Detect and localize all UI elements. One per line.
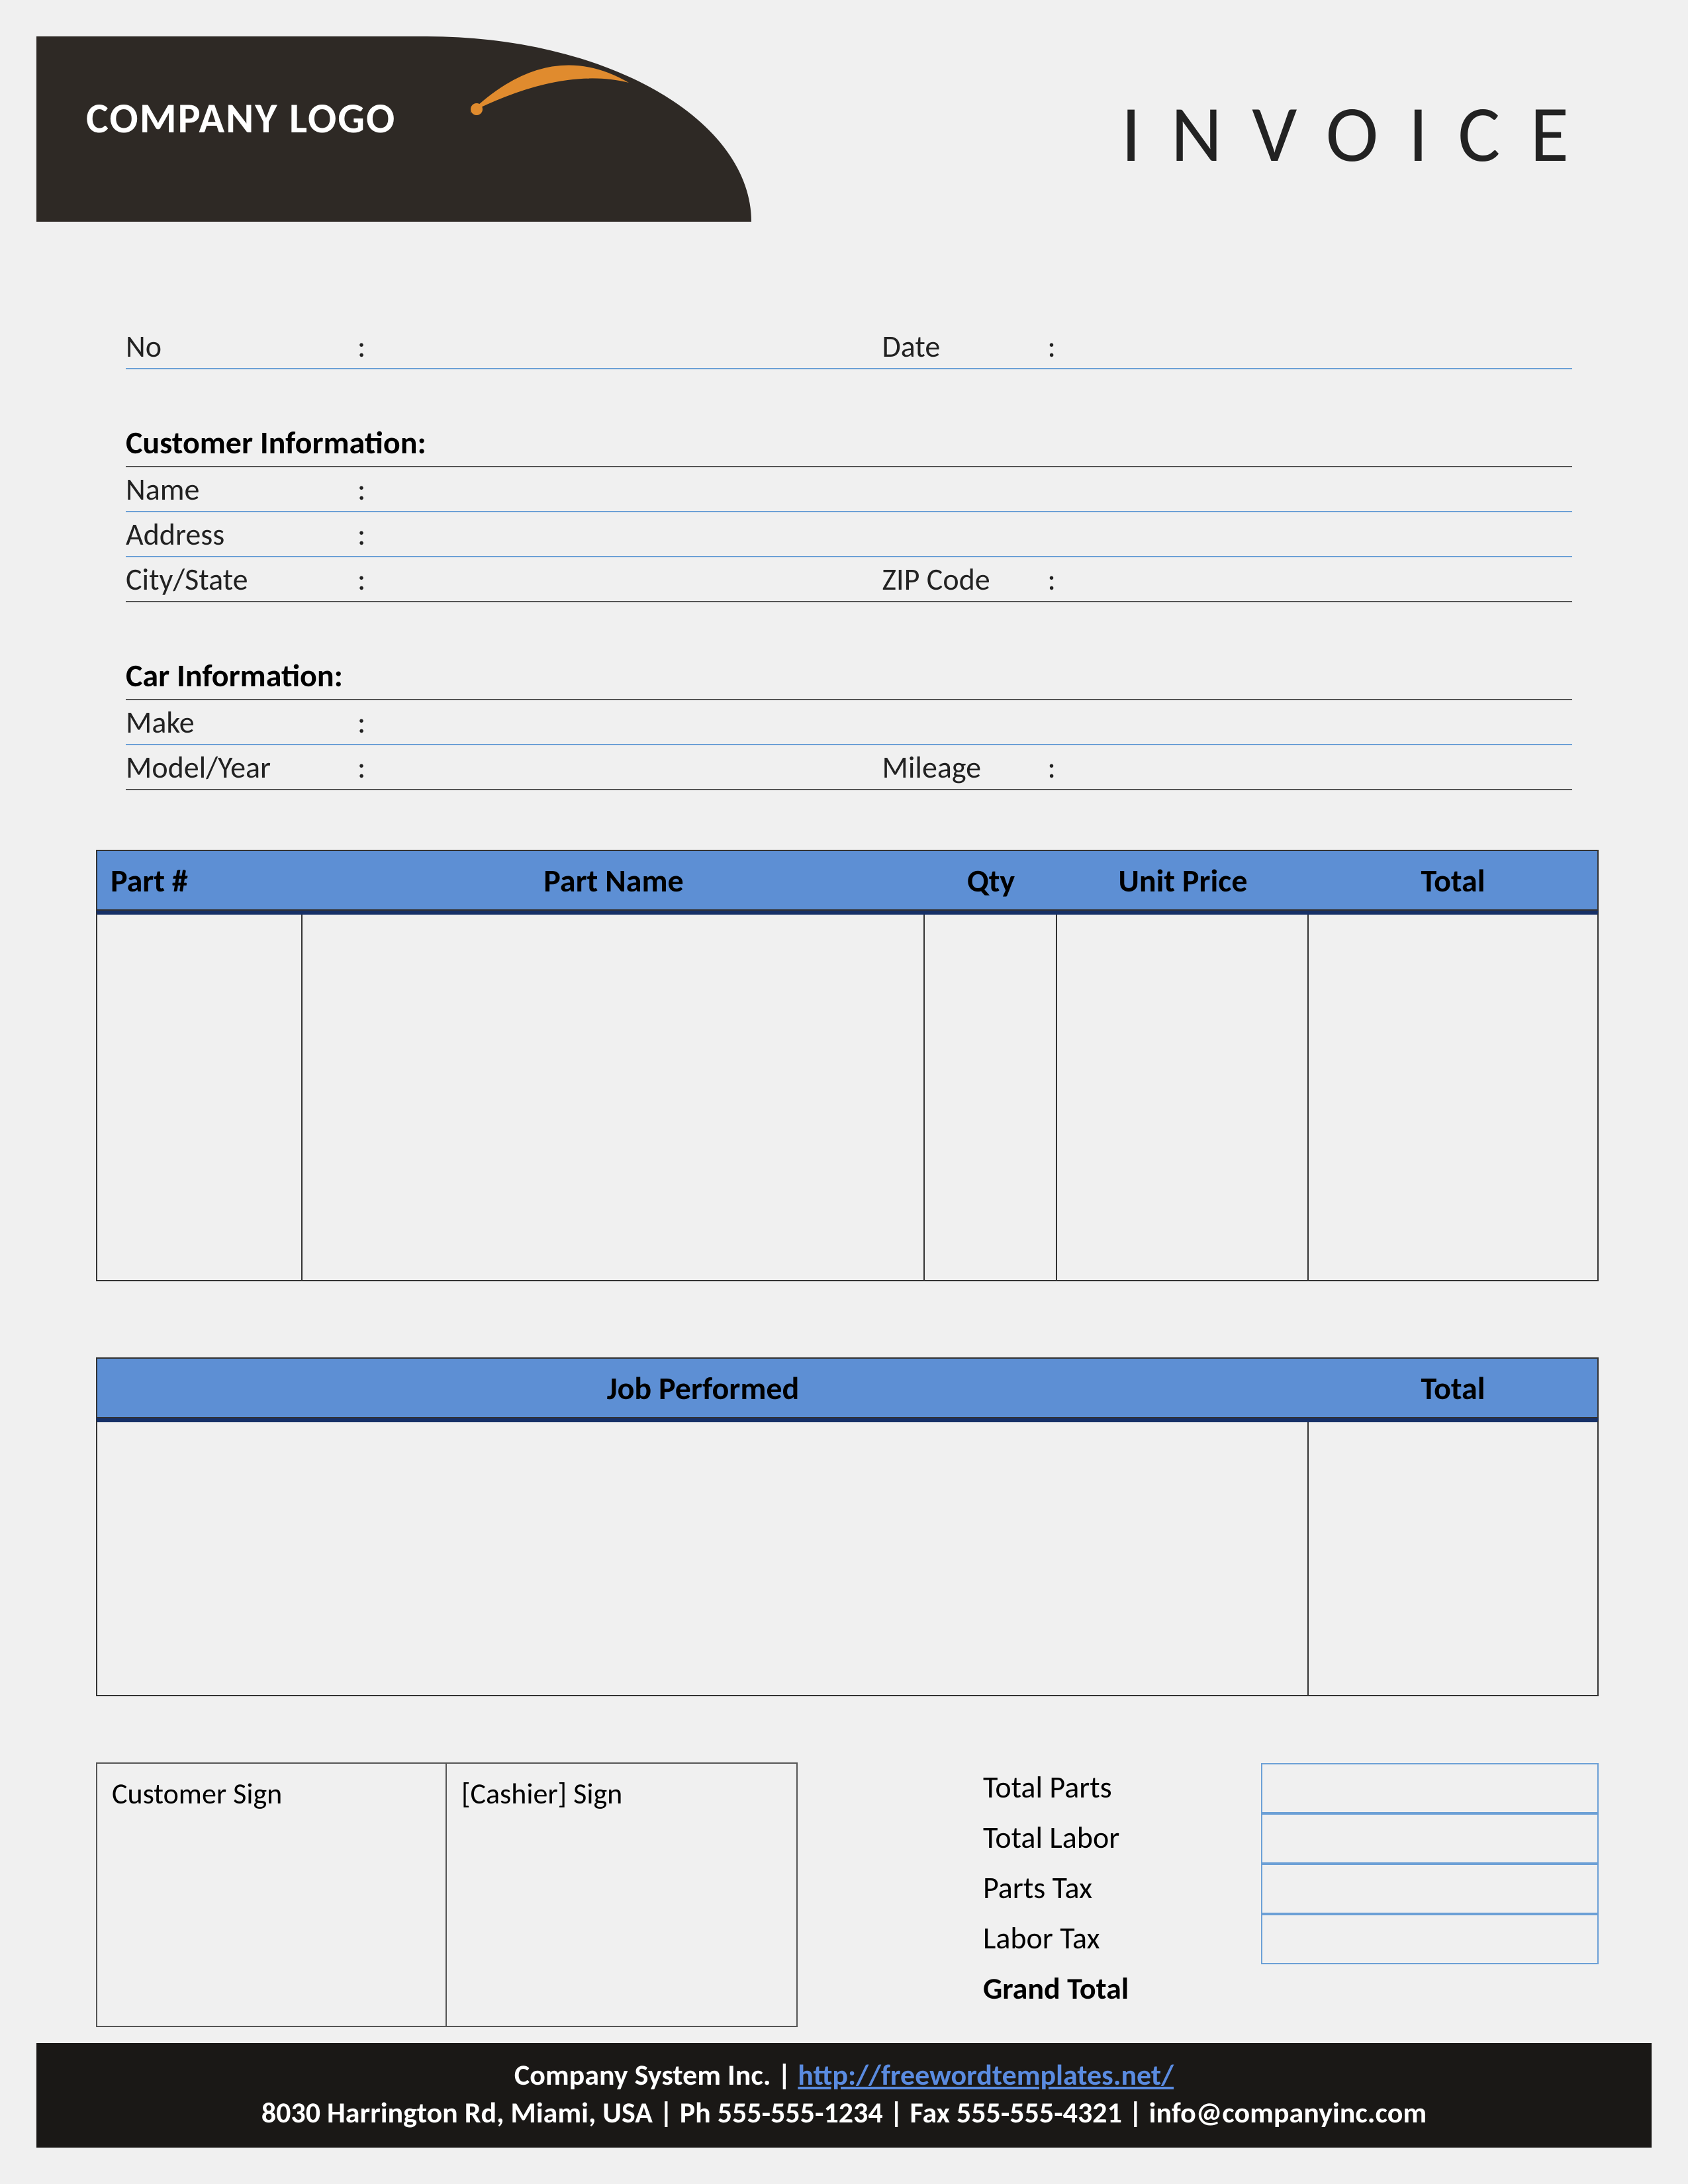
colon: : <box>357 516 384 553</box>
content-area: No : Date : Customer Information: Name :… <box>126 324 1572 2027</box>
grand-total-row: Grand Total <box>930 1964 1599 2014</box>
company-logo-text: COMPANY LOGO <box>86 93 396 144</box>
colon: : <box>357 328 384 365</box>
colon: : <box>357 749 384 786</box>
col-partno: Part # <box>97 861 303 900</box>
colon: : <box>1048 561 1074 598</box>
footer-company: Company System Inc. <box>514 2057 771 2093</box>
address-label: Address <box>126 516 357 553</box>
cashier-sign-box[interactable]: [Cashier] Sign <box>447 1762 798 2027</box>
total-parts-label: Total Parts <box>930 1769 1261 1806</box>
col-unitprice: Unit Price <box>1057 861 1309 900</box>
invoice-page: COMPANY LOGO INVOICE No : Date : Custome… <box>0 0 1688 2184</box>
parts-tax-value[interactable] <box>1261 1864 1599 1914</box>
no-label: No <box>126 328 357 365</box>
job-table: Job Performed Total <box>96 1357 1599 1696</box>
col-total: Total <box>1309 861 1597 900</box>
spacer <box>126 369 1572 422</box>
total-labor-label: Total Labor <box>930 1819 1261 1856</box>
col-partname: Part Name <box>303 861 925 900</box>
col-job-total: Total <box>1309 1369 1597 1408</box>
swoosh-icon <box>463 50 635 136</box>
customer-section-header: Customer Information: <box>126 422 1572 467</box>
customer-address-row: Address : <box>126 512 1572 557</box>
colon: : <box>1048 749 1074 786</box>
job-table-header: Job Performed Total <box>96 1357 1599 1418</box>
zip-label: ZIP Code <box>882 561 1048 598</box>
footer-line2: 8030 Harrington Rd, Miami, USA | Ph 555-… <box>36 2094 1652 2132</box>
city-label: City/State <box>126 561 357 598</box>
grand-total-label: Grand Total <box>930 1970 1261 2007</box>
name-label: Name <box>126 471 357 508</box>
footer-url-link[interactable]: http://freewordtemplates.net/ <box>798 2057 1174 2093</box>
spacer <box>126 602 1572 655</box>
customer-name-row: Name : <box>126 467 1572 512</box>
total-labor-value[interactable] <box>1261 1813 1599 1864</box>
cashier-sign-label: [Cashier] Sign <box>461 1776 622 1811</box>
total-labor-row: Total Labor <box>930 1813 1599 1863</box>
cell-total[interactable] <box>1309 915 1597 1280</box>
colon: : <box>1048 328 1074 365</box>
make-label: Make <box>126 704 357 741</box>
labor-tax-value[interactable] <box>1261 1914 1599 1964</box>
parts-table-body[interactable] <box>96 911 1599 1281</box>
total-parts-value[interactable] <box>1261 1763 1599 1813</box>
invoice-title: INVOICE <box>1121 86 1599 183</box>
cell-unitprice[interactable] <box>1057 915 1309 1280</box>
colon: : <box>357 704 384 741</box>
col-qty: Qty <box>925 861 1057 900</box>
labor-tax-label: Labor Tax <box>930 1920 1261 1957</box>
car-model-row: Model/Year : Mileage : <box>126 745 1572 790</box>
parts-tax-label: Parts Tax <box>930 1870 1261 1907</box>
job-table-body[interactable] <box>96 1418 1599 1696</box>
car-make-row: Make : <box>126 700 1572 745</box>
date-label: Date <box>882 328 1048 365</box>
footer-sep: | <box>771 2057 798 2093</box>
car-section-header: Car Information: <box>126 655 1572 700</box>
footer-line1: Company System Inc. | http://freewordtem… <box>36 2056 1652 2094</box>
cell-partname[interactable] <box>303 915 925 1280</box>
parts-tax-row: Parts Tax <box>930 1863 1599 1913</box>
meta-row: No : Date : <box>126 324 1572 369</box>
customer-sign-box[interactable]: Customer Sign <box>96 1762 447 2027</box>
total-parts-row: Total Parts <box>930 1762 1599 1813</box>
cell-partno[interactable] <box>97 915 303 1280</box>
mileage-label: Mileage <box>882 749 1048 786</box>
bottom-row: Customer Sign [Cashier] Sign Total Parts… <box>96 1762 1599 2027</box>
colon: : <box>357 471 384 508</box>
cell-qty[interactable] <box>925 915 1057 1280</box>
col-job: Job Performed <box>97 1369 1309 1408</box>
totals-block: Total Parts Total Labor Parts Tax Labor … <box>930 1762 1599 2027</box>
parts-table: Part # Part Name Qty Unit Price Total <box>96 850 1599 1281</box>
model-label: Model/Year <box>126 749 357 786</box>
customer-city-row: City/State : ZIP Code : <box>126 557 1572 602</box>
cell-job-total[interactable] <box>1309 1422 1597 1695</box>
labor-tax-row: Labor Tax <box>930 1913 1599 1964</box>
customer-sign-label: Customer Sign <box>112 1776 282 1811</box>
grand-total-value[interactable] <box>1261 1964 1599 2015</box>
colon: : <box>357 561 384 598</box>
cell-job[interactable] <box>97 1422 1309 1695</box>
parts-table-header: Part # Part Name Qty Unit Price Total <box>96 850 1599 911</box>
footer: Company System Inc. | http://freewordtem… <box>36 2043 1652 2148</box>
